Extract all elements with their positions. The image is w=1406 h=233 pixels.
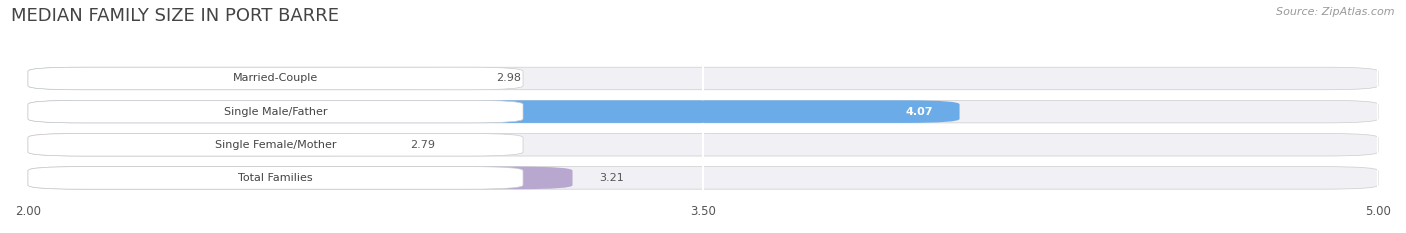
FancyBboxPatch shape: [28, 100, 1378, 123]
Text: Total Families: Total Families: [238, 173, 312, 183]
FancyBboxPatch shape: [28, 67, 1378, 90]
Text: Source: ZipAtlas.com: Source: ZipAtlas.com: [1277, 7, 1395, 17]
FancyBboxPatch shape: [28, 167, 572, 189]
FancyBboxPatch shape: [28, 100, 959, 123]
Text: Single Female/Mother: Single Female/Mother: [215, 140, 336, 150]
FancyBboxPatch shape: [28, 134, 1378, 156]
FancyBboxPatch shape: [28, 134, 384, 156]
Text: 2.98: 2.98: [496, 73, 522, 83]
FancyBboxPatch shape: [28, 167, 523, 189]
FancyBboxPatch shape: [28, 67, 523, 90]
Text: Married-Couple: Married-Couple: [233, 73, 318, 83]
Text: 4.07: 4.07: [905, 107, 932, 117]
Text: 3.21: 3.21: [599, 173, 624, 183]
FancyBboxPatch shape: [28, 100, 523, 123]
Text: MEDIAN FAMILY SIZE IN PORT BARRE: MEDIAN FAMILY SIZE IN PORT BARRE: [11, 7, 339, 25]
FancyBboxPatch shape: [28, 167, 1378, 189]
FancyBboxPatch shape: [28, 134, 523, 156]
Text: Single Male/Father: Single Male/Father: [224, 107, 328, 117]
FancyBboxPatch shape: [28, 67, 470, 90]
Text: 2.79: 2.79: [411, 140, 436, 150]
